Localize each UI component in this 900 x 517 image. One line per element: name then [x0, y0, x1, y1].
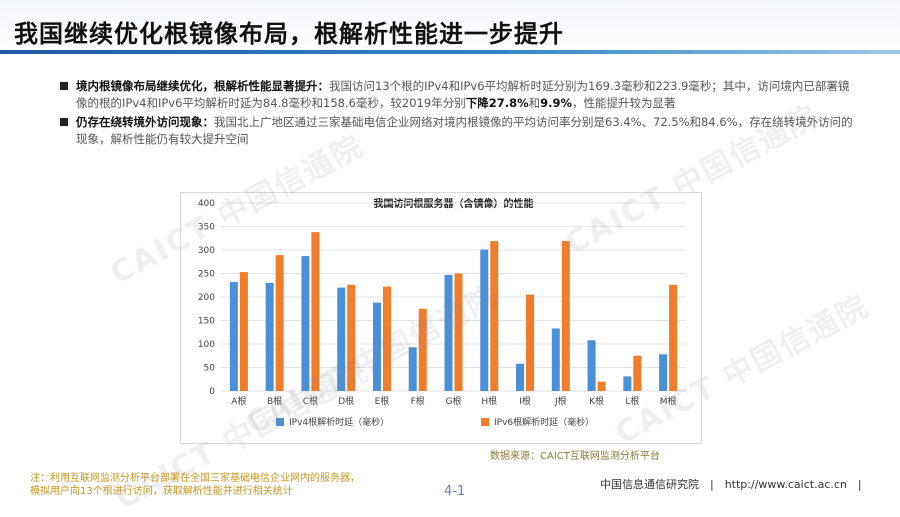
x-tick-label: C根 — [303, 395, 318, 407]
bar-ipv6 — [311, 232, 320, 391]
legend-swatch — [481, 418, 489, 426]
org-footer: 中国信息通信研究院 | http://www.caict.ac.cn | — [600, 478, 862, 491]
bar-ipv4 — [480, 249, 489, 391]
bullet-heading: 境内根镜像布局继续优化，根解析性能显著提升： — [76, 79, 329, 93]
footnote-line: 模拟用户向13个根进行访问，获取解析性能并进行相关统计 — [30, 486, 293, 497]
footnote: 注：利用互联网监测分析平台部署在全国三家基础电信企业网内的服务器， 模拟用户向1… — [30, 472, 360, 498]
bar-ipv6 — [418, 308, 427, 391]
bar-ipv4 — [659, 354, 668, 391]
x-tick-label: H根 — [481, 395, 497, 407]
bar-ipv6 — [490, 241, 499, 391]
bullet-highlight: 下降27.8% — [465, 96, 529, 110]
bar-ipv4 — [516, 363, 525, 391]
bullet-text: 和 — [528, 96, 541, 110]
bar-ipv6 — [239, 272, 248, 391]
bar-ipv4 — [265, 282, 274, 391]
square-bullet-icon — [60, 118, 68, 126]
y-tick-label: 300 — [198, 246, 215, 256]
bar-ipv4 — [623, 376, 632, 391]
bar-ipv4 — [372, 302, 381, 391]
footnote-line: 注：利用互联网监测分析平台部署在全国三家基础电信企业网内的服务器， — [30, 473, 360, 484]
x-tick-label: B根 — [267, 395, 282, 407]
page-number: 4-1 — [444, 484, 466, 499]
title-rule — [0, 50, 900, 54]
bar-ipv4 — [337, 287, 346, 391]
square-bullet-icon — [60, 82, 68, 90]
x-tick-label: K根 — [589, 395, 604, 407]
bullet-text: 我国北上广地区通过三家基础电信企业网络对境内根镜像的平均访问率分别是63.4%、… — [76, 115, 853, 146]
x-tick-label: I根 — [519, 395, 531, 407]
bar-ipv6 — [382, 286, 391, 391]
x-tick-label: D根 — [338, 395, 354, 407]
bar-ipv6 — [275, 255, 284, 391]
y-tick-label: 250 — [198, 270, 215, 280]
bar-ipv6 — [633, 355, 642, 391]
x-tick-label: L根 — [625, 395, 639, 407]
y-tick-label: 350 — [198, 223, 215, 233]
bar-chart: 我国访问根服务器（含镜像）的性能 0 50 100 150 200 250 300 350 400… — [180, 192, 702, 444]
bar-ipv6 — [669, 284, 678, 391]
y-tick-label: 150 — [198, 317, 215, 327]
x-tick-label: E根 — [375, 395, 390, 407]
bullet-text: 我国访问13个根的IPv4和IPv6平均解析时延分别为169.3毫秒和223.9… — [76, 79, 850, 110]
legend-label: IPv6根解析时延（毫秒） — [494, 416, 594, 428]
bullet-list: 境内根镜像布局继续优化，根解析性能显著提升：我国访问13个根的IPv4和IPv6… — [58, 78, 858, 150]
bullet-highlight: 9.9% — [540, 96, 573, 110]
data-source: 数据来源：CAICT互联网监测分析平台 — [490, 451, 660, 462]
chart-canvas: 我国访问根服务器（含镜像）的性能050100150200250300350400… — [198, 197, 686, 428]
bar-ipv4 — [229, 281, 238, 391]
title-band — [0, 0, 900, 58]
page-title: 我国继续优化根镜像布局，根解析性能进一步提升 — [14, 20, 564, 48]
bar-ipv4 — [444, 274, 453, 391]
bullet-heading: 仍存在绕转境外访问现象： — [76, 115, 214, 129]
x-tick-label: A根 — [231, 395, 246, 407]
bullet-item: 仍存在绕转境外访问现象：我国北上广地区通过三家基础电信企业网络对境内根镜像的平均… — [58, 114, 858, 148]
bar-ipv6 — [526, 294, 535, 391]
y-tick-label: 50 — [204, 364, 216, 374]
y-tick-label: 200 — [198, 293, 215, 303]
y-tick-label: 100 — [198, 340, 215, 350]
legend-label: IPv4根解析时延（毫秒） — [289, 416, 389, 428]
bullet-text: ，性能提升较为显著 — [572, 96, 676, 110]
bar-ipv6 — [561, 241, 570, 391]
bar-ipv6 — [597, 381, 606, 391]
bar-ipv4 — [408, 347, 417, 391]
bullet-item: 境内根镜像布局继续优化，根解析性能显著提升：我国访问13个根的IPv4和IPv6… — [58, 78, 858, 112]
bar-ipv6 — [454, 273, 463, 391]
bar-ipv4 — [551, 328, 560, 391]
x-tick-label: M根 — [660, 395, 677, 407]
x-tick-label: F根 — [411, 395, 425, 407]
bar-ipv4 — [301, 256, 310, 391]
y-tick-label: 0 — [209, 387, 215, 397]
y-tick-label: 400 — [198, 199, 215, 209]
bar-ipv6 — [347, 284, 356, 391]
x-tick-label: J根 — [554, 395, 567, 407]
bar-ipv4 — [587, 340, 596, 391]
x-tick-label: G根 — [446, 395, 462, 407]
legend-swatch — [276, 418, 284, 426]
